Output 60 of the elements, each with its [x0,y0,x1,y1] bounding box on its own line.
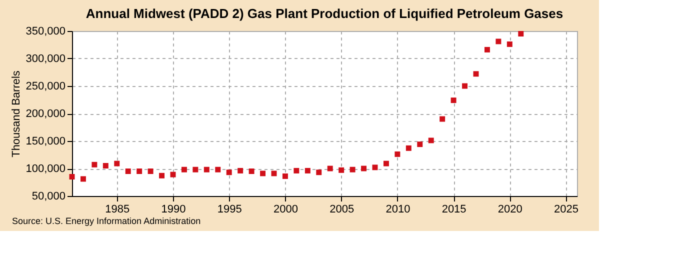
x-tick-label: 2020 [498,204,522,216]
point [148,168,154,174]
point [192,166,198,172]
point [383,160,389,166]
point [327,166,333,172]
x-tick-label: 1990 [161,204,186,216]
point [473,71,479,77]
x-tick-label: 2000 [273,204,298,216]
point [417,142,423,148]
point [294,168,300,174]
x-tick-label: 1995 [217,204,242,216]
point [450,98,456,104]
point [125,168,131,174]
point [69,174,75,180]
point [215,166,221,172]
point [496,38,502,44]
point [394,151,400,157]
point [484,46,490,52]
point [181,166,187,172]
point [136,168,142,174]
y-tick-label: 100,000 [26,163,66,175]
y-tick-label: 300,000 [26,53,66,65]
y-tick-label: 250,000 [26,80,66,92]
point [80,176,86,182]
x-tick-label: 2025 [554,204,579,216]
source-note: Source: U.S. Energy Information Administration [12,216,201,226]
point [361,166,367,172]
point [226,170,232,176]
point [238,168,244,174]
point [159,172,165,178]
point [304,168,310,174]
point [92,162,98,168]
point [506,41,512,47]
point [102,163,108,168]
point [350,166,356,172]
point [282,173,288,179]
point [260,170,266,176]
point [248,168,254,174]
y-tick-label: 150,000 [26,136,66,148]
point [518,31,524,36]
point [204,166,210,172]
y-axis-title: Thousand Barrels [10,70,23,158]
y-tick-label: 50,000 [32,190,66,202]
point [462,83,468,89]
point [372,164,378,170]
point [271,170,277,176]
point [338,167,344,173]
x-tick-label: 1985 [105,204,130,216]
chart-title: Annual Midwest (PADD 2) Gas Plant Production of Liquified Petroleum Gases [86,6,564,21]
point [114,160,120,166]
x-tick-label: 2010 [386,204,410,216]
y-tick-label: 350,000 [26,26,66,38]
y-tick-label: 200,000 [26,108,66,120]
point [316,170,322,176]
point [170,172,176,178]
x-tick-label: 2005 [330,204,354,216]
x-tick-label: 2015 [442,204,466,216]
point [406,145,412,151]
point [440,116,446,122]
point [428,138,434,144]
